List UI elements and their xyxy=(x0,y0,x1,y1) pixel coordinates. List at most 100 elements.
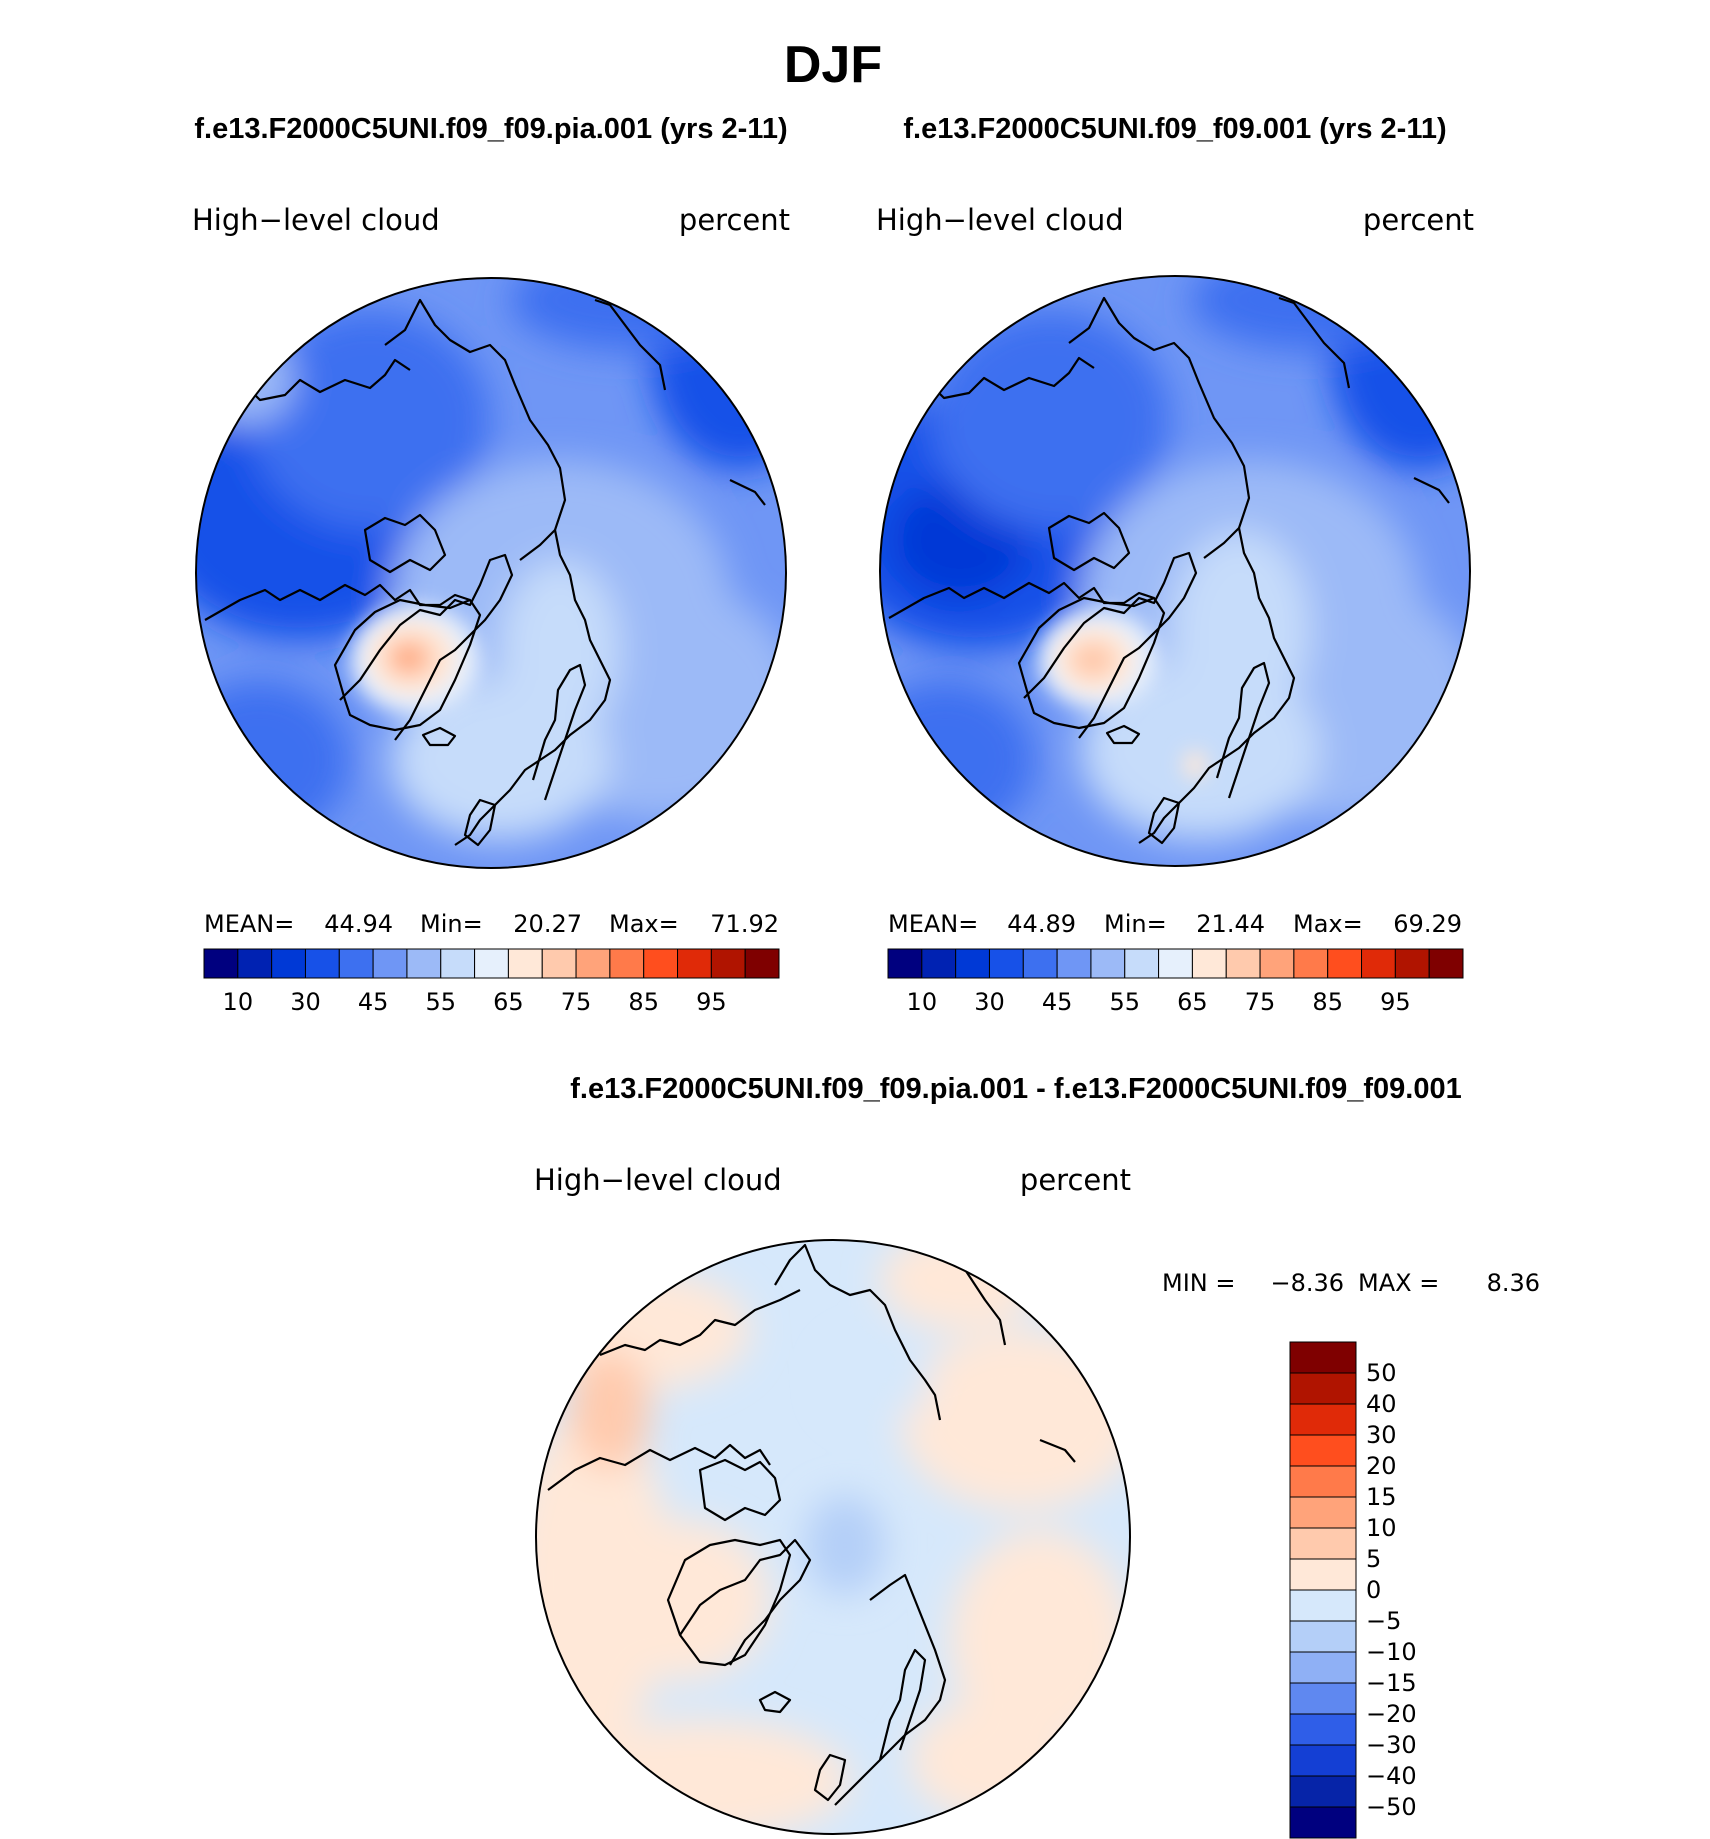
colorbar-level-label: −15 xyxy=(1366,1669,1417,1697)
colorbar-swatch xyxy=(677,948,712,979)
colorbar-level-label: −10 xyxy=(1366,1638,1417,1666)
colorbar-swatch xyxy=(1289,1496,1357,1529)
colorbar-swatch xyxy=(440,948,476,979)
colorbar-level-label: 40 xyxy=(1366,1390,1397,1418)
colorbar-level-label: 5 xyxy=(1366,1545,1381,1573)
panel-2-min-label: Min= xyxy=(1104,910,1167,938)
panel-2-min-value: 21.44 xyxy=(1196,910,1265,938)
colorbar-level-label: 0 xyxy=(1366,1576,1381,1604)
panel-1-mean-label: MEAN= xyxy=(204,910,294,938)
colorbar-tick-label: 75 xyxy=(1245,988,1276,1016)
colorbar-swatch xyxy=(1428,948,1464,979)
panel-1-map xyxy=(195,277,787,869)
colorbar-tick-label: 95 xyxy=(1380,988,1411,1016)
panel-1-colorbar: 10 30 45 55 65 75 85 95 xyxy=(203,948,780,1016)
colorbar-swatch xyxy=(1289,1434,1357,1467)
colorbar-level-label: 50 xyxy=(1366,1359,1397,1387)
colorbar-swatch xyxy=(1289,1341,1357,1374)
colorbar-swatch xyxy=(1022,948,1058,979)
colorbar-swatch xyxy=(1289,1651,1357,1684)
colorbar-swatch xyxy=(271,948,306,979)
colorbar-swatch xyxy=(203,948,239,979)
colorbar-swatch xyxy=(744,948,780,979)
colorbar-level-label: −20 xyxy=(1366,1700,1417,1728)
colorbar-tick-label: 85 xyxy=(1312,988,1343,1016)
panel-1-min-label: Min= xyxy=(420,910,483,938)
panel-2-max-value: 69.29 xyxy=(1393,910,1462,938)
colorbar-tick-label: 85 xyxy=(628,988,659,1016)
colorbar-swatch xyxy=(507,948,543,979)
colorbar-swatch xyxy=(1289,1527,1357,1560)
panel-2-colorbar: 10 30 45 55 65 75 85 95 xyxy=(887,948,1464,1016)
colorbar-tick-label: 10 xyxy=(907,988,938,1016)
colorbar-swatch xyxy=(338,948,374,979)
colorbar-swatch xyxy=(988,948,1024,979)
colorbar-swatch xyxy=(1289,1403,1357,1436)
panel-1-max-label: Max= xyxy=(609,910,679,938)
panel-1-mean-value: 44.94 xyxy=(324,910,393,938)
colorbar-swatch xyxy=(1361,948,1396,979)
colorbar-swatch xyxy=(1225,948,1261,979)
colorbar-swatch xyxy=(575,948,611,979)
colorbar-level-label: 30 xyxy=(1366,1421,1397,1449)
colorbar-swatch xyxy=(304,948,340,979)
colorbar-level-label: −30 xyxy=(1366,1731,1417,1759)
colorbar-swatch xyxy=(1191,948,1227,979)
colorbar-tick-label: 10 xyxy=(223,988,254,1016)
colorbar-swatch xyxy=(474,948,509,979)
colorbar-swatch xyxy=(1289,1806,1357,1839)
colorbar-swatch xyxy=(541,948,577,979)
colorbar-swatch xyxy=(237,948,273,979)
colorbar-swatch xyxy=(1289,1682,1357,1715)
colorbar-level-label: −50 xyxy=(1366,1793,1417,1821)
difference-min-value: −8.36 xyxy=(1270,1269,1344,1297)
panel-2-max-label: Max= xyxy=(1293,910,1363,938)
panel-1-max-value: 71.92 xyxy=(710,910,779,938)
colorbar-swatch xyxy=(887,948,923,979)
colorbar-swatch xyxy=(1327,948,1363,979)
colorbar-swatch xyxy=(1158,948,1193,979)
panel-1-variable-label: High−level cloud xyxy=(192,203,440,237)
panel-2-mean-value: 44.89 xyxy=(1007,910,1076,938)
colorbar-level-label: −5 xyxy=(1366,1607,1401,1635)
colorbar-tick-label: 55 xyxy=(425,988,456,1016)
colorbar-level-label: 20 xyxy=(1366,1452,1397,1480)
colorbar-swatch xyxy=(1289,1589,1357,1622)
colorbar-swatch xyxy=(1394,948,1430,979)
colorbar-swatch xyxy=(1289,1372,1357,1405)
colorbar-swatch xyxy=(643,948,679,979)
difference-max-label: MAX = xyxy=(1358,1269,1439,1297)
colorbar-swatch xyxy=(1289,1713,1357,1746)
colorbar-swatch xyxy=(1289,1620,1357,1653)
colorbar-swatch xyxy=(1056,948,1092,979)
colorbar-tick-label: 65 xyxy=(493,988,524,1016)
colorbar-swatch xyxy=(1259,948,1295,979)
difference-variable-label: High−level cloud xyxy=(534,1163,782,1197)
colorbar-level-label: −40 xyxy=(1366,1762,1417,1790)
difference-min-label: MIN = xyxy=(1162,1269,1235,1297)
colorbar-tick-label: 30 xyxy=(290,988,321,1016)
panel-2-header: f.e13.F2000C5UNI.f09_f09.001 (yrs 2-11) xyxy=(903,113,1446,145)
colorbar-swatch xyxy=(1124,948,1160,979)
panel-2-map xyxy=(879,275,1471,867)
panel-2-units-label: percent xyxy=(1363,203,1474,237)
panel-1-units-label: percent xyxy=(679,203,790,237)
colorbar-swatch xyxy=(955,948,990,979)
colorbar-swatch xyxy=(921,948,957,979)
difference-map xyxy=(535,1239,1131,1835)
colorbar-tick-label: 95 xyxy=(696,988,727,1016)
colorbar-swatch xyxy=(1289,1558,1357,1591)
colorbar-tick-label: 55 xyxy=(1109,988,1140,1016)
panel-1-header: f.e13.F2000C5UNI.f09_f09.pia.001 (yrs 2-… xyxy=(194,113,787,145)
colorbar-swatch xyxy=(1090,948,1126,979)
panel-2-mean-label: MEAN= xyxy=(888,910,978,938)
colorbar-swatch xyxy=(372,948,408,979)
colorbar-tick-label: 45 xyxy=(358,988,389,1016)
colorbar-swatch xyxy=(1289,1465,1357,1498)
difference-units-label: percent xyxy=(1020,1163,1131,1197)
panel-1-min-value: 20.27 xyxy=(513,910,582,938)
colorbar-tick-label: 75 xyxy=(561,988,592,1016)
colorbar-swatch xyxy=(406,948,442,979)
